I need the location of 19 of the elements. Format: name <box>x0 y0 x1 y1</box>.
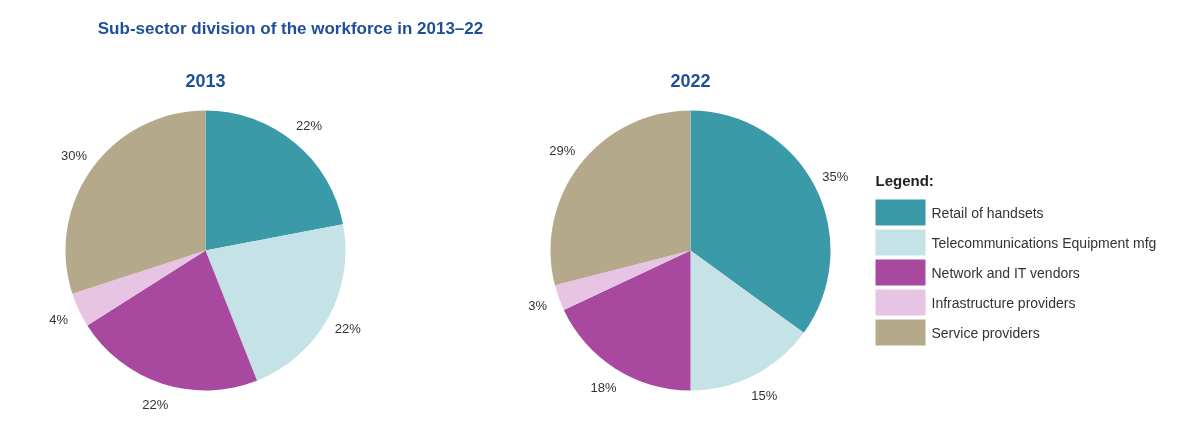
data-label: 18% <box>590 380 617 396</box>
data-label: 22% <box>334 321 362 337</box>
legend-label: Infrastructure providers <box>931 294 1076 311</box>
data-label: 29% <box>549 143 576 159</box>
legend-title: Legend: <box>875 172 934 189</box>
chart-subtitle: 2013 <box>185 71 226 91</box>
data-label: 35% <box>822 169 849 185</box>
data-label: 3% <box>528 298 548 314</box>
legend-label: Service providers <box>931 324 1040 341</box>
chart-title: 2022 <box>670 71 711 91</box>
data-label: 15% <box>751 387 778 403</box>
data-label: 30% <box>61 147 88 163</box>
data-label: 22% <box>142 397 169 413</box>
data-label: 22% <box>296 117 323 133</box>
chart-title: Sub-sector division of the workforce in 2013–22 <box>97 19 484 38</box>
legend-label: Retail of handsets <box>931 204 1044 221</box>
data-label: 4% <box>49 312 69 328</box>
legend-label: Network and IT vendors <box>931 264 1080 281</box>
legend-label: Telecommunications Equipment mfg <box>931 234 1157 251</box>
